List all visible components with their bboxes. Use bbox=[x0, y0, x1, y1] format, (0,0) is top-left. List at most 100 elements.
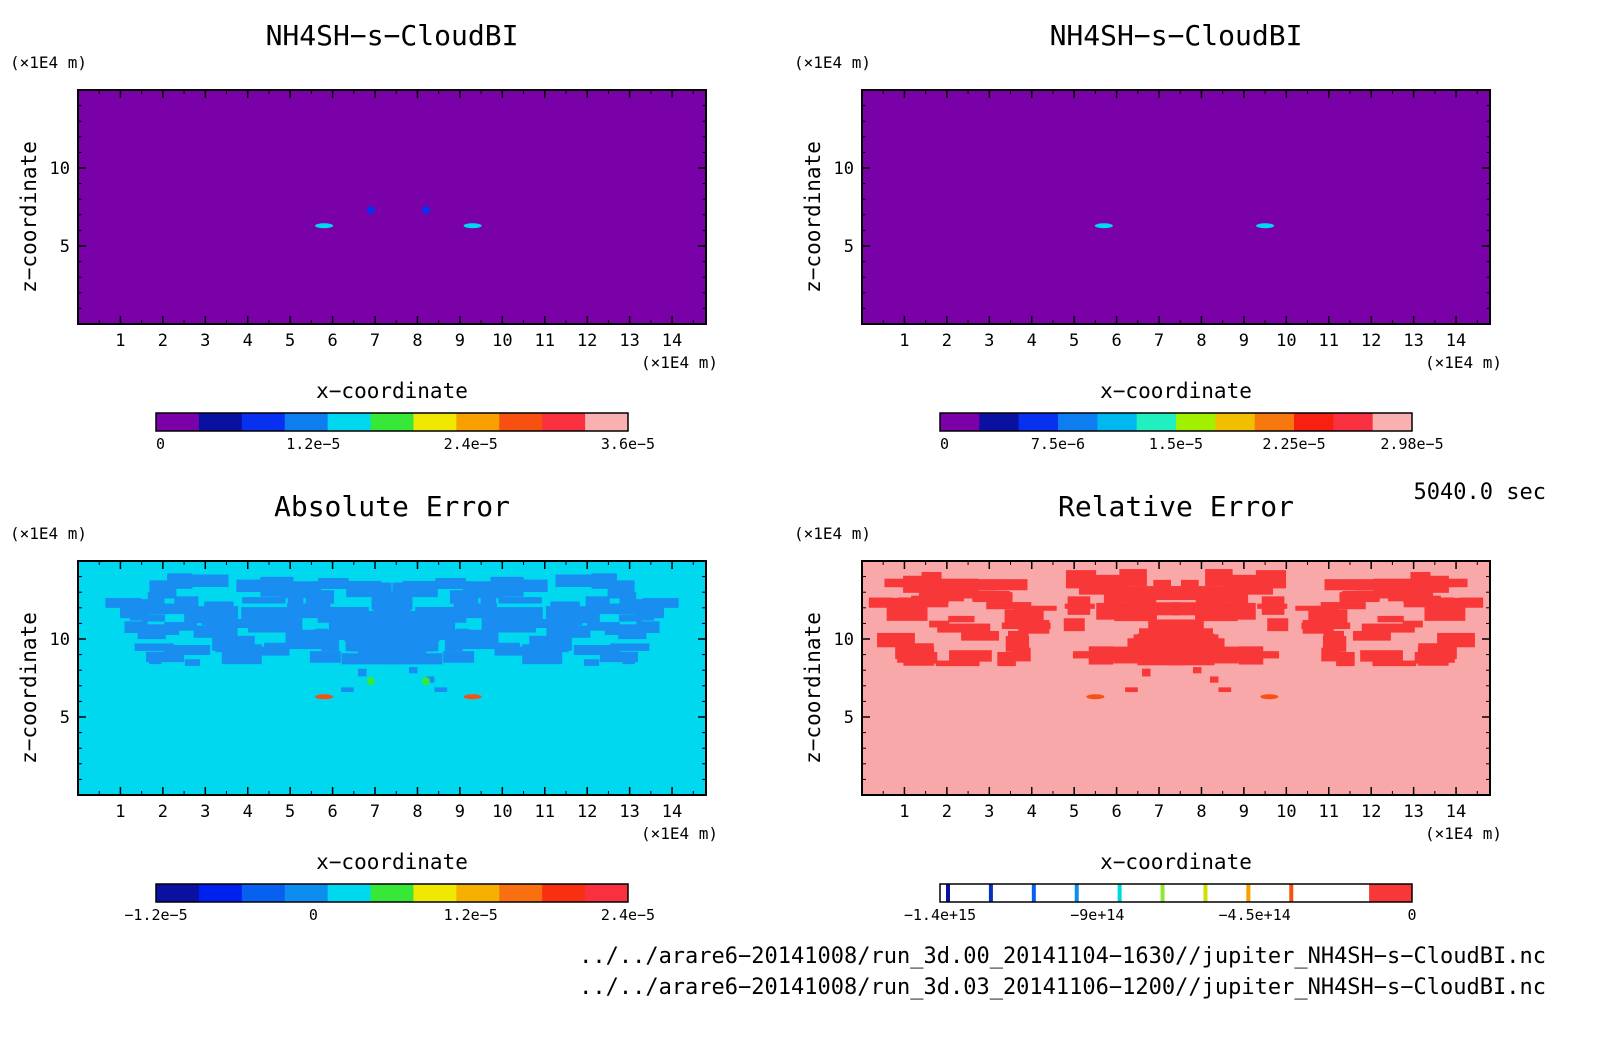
y-unit-label: (×1E4 m) bbox=[794, 524, 871, 543]
pattern-cell bbox=[604, 624, 637, 635]
y-unit-label: (×1E4 m) bbox=[794, 53, 871, 72]
pattern-cell bbox=[583, 659, 600, 666]
x-tick-label: 13 bbox=[619, 802, 639, 822]
colorbar-segment bbox=[370, 884, 414, 902]
colorbar-segment bbox=[327, 413, 372, 431]
pattern-cell bbox=[341, 687, 354, 693]
pattern-cell bbox=[289, 629, 319, 646]
x-tick-label: 6 bbox=[1111, 331, 1121, 351]
pattern-cell bbox=[498, 597, 542, 604]
colorbar-segment bbox=[1025, 884, 1070, 902]
pattern-cell bbox=[939, 578, 979, 594]
colorbar-segment bbox=[1136, 413, 1177, 431]
pattern-cell bbox=[1113, 651, 1169, 664]
pattern-cell bbox=[193, 625, 238, 638]
colorbar-segment bbox=[585, 413, 629, 431]
pattern-cell bbox=[877, 632, 915, 648]
pattern-cell bbox=[599, 651, 638, 663]
x-tick-label: 5 bbox=[285, 802, 295, 822]
x-axis-label: x−coordinate bbox=[316, 850, 468, 874]
x-tick-label: 9 bbox=[1239, 802, 1249, 822]
x-tick-label: 1 bbox=[899, 331, 909, 351]
pattern-cell bbox=[636, 621, 660, 633]
pattern-cell bbox=[1355, 583, 1373, 591]
colorbar-label: 0 bbox=[1407, 906, 1416, 924]
colorbar-segment bbox=[1215, 413, 1256, 431]
pattern-cell bbox=[256, 646, 290, 656]
colorbar-stripe bbox=[1074, 884, 1079, 902]
x-unit-label: (×1E4 m) bbox=[641, 824, 718, 843]
pattern-cell bbox=[144, 603, 187, 615]
pattern-cell bbox=[619, 614, 643, 622]
x-tick-label: 5 bbox=[285, 331, 295, 351]
pattern-cell bbox=[1141, 586, 1195, 598]
pattern-cell bbox=[1360, 650, 1403, 662]
colorbar-label: 3.6e−5 bbox=[601, 435, 655, 453]
pattern-cell bbox=[1078, 583, 1127, 595]
pattern-cell bbox=[1410, 571, 1431, 591]
colorbar-label: 0 bbox=[156, 435, 165, 453]
x-tick-label: 1 bbox=[899, 802, 909, 822]
x-tick-label: 2 bbox=[942, 802, 952, 822]
pattern-cell bbox=[205, 619, 261, 629]
y-tick-label: 5 bbox=[844, 237, 854, 257]
pattern-cell bbox=[1195, 589, 1241, 603]
pattern-cell bbox=[250, 618, 291, 628]
x-tick-label: 5 bbox=[1069, 802, 1079, 822]
pattern-cell bbox=[465, 629, 495, 646]
colorbar-segment bbox=[1176, 413, 1216, 431]
x-tick-label: 8 bbox=[412, 331, 422, 351]
pattern-cell bbox=[1381, 590, 1421, 598]
plot-area bbox=[862, 561, 1490, 795]
x-tick-label: 3 bbox=[200, 331, 210, 351]
chart-panel-2: NH4SH−s−CloudBI(×1E4 m)1 2 3 4 5 6 7 8 9 10 11 12 13… bbox=[794, 19, 1502, 453]
colorbar-segment bbox=[1333, 413, 1374, 431]
x-tick-label: 12 bbox=[1361, 802, 1381, 822]
colorbar-segment bbox=[1369, 884, 1413, 902]
colorbar-segment bbox=[982, 884, 1027, 902]
pattern-cell bbox=[309, 651, 341, 663]
pattern-cell bbox=[573, 645, 620, 656]
feature-blob bbox=[421, 677, 430, 686]
pattern-cell bbox=[1301, 622, 1351, 630]
x-tick-label: 2 bbox=[942, 331, 952, 351]
pattern-cell bbox=[181, 574, 229, 587]
pattern-cell bbox=[1172, 628, 1213, 638]
x-tick-label: 8 bbox=[412, 802, 422, 822]
pattern-cell bbox=[375, 640, 409, 650]
pattern-cell bbox=[147, 624, 180, 635]
feature-blob bbox=[315, 223, 334, 229]
pattern-cell bbox=[1308, 609, 1348, 625]
pattern-cell bbox=[903, 646, 935, 666]
pattern-cell bbox=[1205, 602, 1256, 620]
pattern-cell bbox=[546, 625, 591, 638]
pattern-cell bbox=[341, 653, 398, 665]
colorbar: −1.4e+15 −9e+14 −4.5e+14 0 bbox=[904, 883, 1417, 924]
pattern-cell bbox=[1259, 651, 1280, 659]
pattern-cell bbox=[523, 619, 579, 629]
colorbar-label: 2.25e−5 bbox=[1262, 435, 1325, 453]
pattern-cell bbox=[462, 581, 503, 592]
x-tick-label: 13 bbox=[1403, 802, 1423, 822]
x-tick-label: 5 bbox=[1069, 331, 1079, 351]
pattern-cell bbox=[935, 660, 980, 667]
x-axis-label: x−coordinate bbox=[1100, 379, 1252, 403]
y-axis-label: z−coordinate bbox=[801, 141, 825, 293]
colorbar-segment bbox=[979, 413, 1020, 431]
x-tick-label: 9 bbox=[455, 802, 465, 822]
colorbar-segment bbox=[198, 413, 243, 431]
pattern-cell bbox=[911, 595, 964, 602]
pattern-cell bbox=[184, 659, 201, 666]
pattern-cell bbox=[222, 644, 245, 661]
colorbar-segment bbox=[1197, 884, 1241, 902]
feature-blob bbox=[463, 694, 482, 700]
pattern-cell bbox=[443, 651, 475, 663]
pattern-cell bbox=[1183, 651, 1239, 664]
pattern-cell bbox=[550, 601, 580, 608]
pattern-cell bbox=[146, 651, 185, 663]
x-tick-label: 12 bbox=[1361, 331, 1381, 351]
pattern-cell bbox=[1261, 596, 1285, 615]
x-tick-label: 10 bbox=[492, 802, 512, 822]
chart-title: Relative Error bbox=[1058, 490, 1294, 523]
